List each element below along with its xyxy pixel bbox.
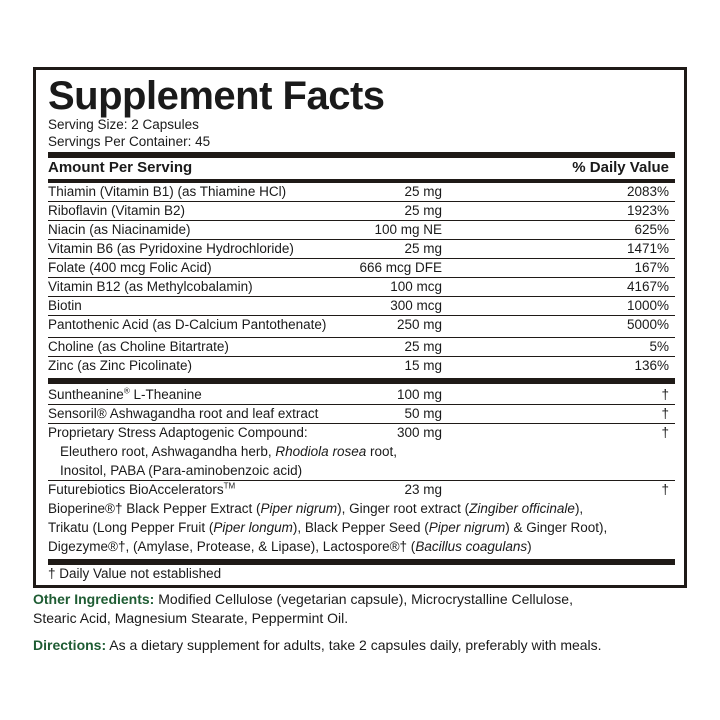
nutrient-dv: 4167% [626, 279, 669, 294]
nutrient-name: Pantothenic Acid (as D-Calcium Pantothen… [48, 317, 327, 332]
ingredient-dv: † [661, 406, 669, 421]
nutrient-dv: 625% [634, 222, 669, 237]
ingredient-amount: 100 mg [396, 387, 442, 402]
divider-medium [48, 179, 675, 183]
nutrient-name: Niacin (as Niacinamide) [48, 222, 191, 237]
nutrient-amount: 25 mg [404, 241, 442, 256]
nutrient-amount: 100 mg NE [374, 222, 442, 237]
footnote: † Daily Value not established [48, 566, 222, 581]
table-row: Suntheanine® L-Theanine 100 mg † [48, 386, 675, 405]
amount-header: Amount Per Serving [48, 159, 193, 176]
nutrient-amount: 300 mcg [390, 298, 442, 313]
ingredient-dv: † [661, 482, 669, 497]
nutrient-name: Vitamin B6 (as Pyridoxine Hydrochloride) [48, 241, 294, 256]
nutrient-amount: 666 mcg DFE [359, 260, 442, 275]
nutrient-name: Riboflavin (Vitamin B2) [48, 203, 186, 218]
ingredient-amount: 300 mg [396, 425, 442, 440]
ingredient-dv: † [661, 425, 669, 440]
ingredient-amount: 50 mg [404, 406, 442, 421]
ingredient-subline: Digezyme®†, (Amylase, Protease, & Lipase… [48, 539, 532, 554]
table-row: Choline (as Choline Bitartrate) 25 mg 5% [48, 338, 675, 357]
nutrient-dv: 2083% [626, 184, 669, 199]
nutrient-dv: 5000% [626, 317, 669, 332]
ingredient-dv: † [661, 387, 669, 402]
nutrient-name: Biotin [48, 298, 82, 313]
dv-header: % Daily Value [572, 159, 669, 176]
ingredient-amount: 23 mg [404, 482, 442, 497]
nutrient-name: Choline (as Choline Bitartrate) [48, 339, 229, 354]
nutrient-amount: 100 mcg [390, 279, 442, 294]
table-row: Riboflavin (Vitamin B2) 25 mg 1923% [48, 202, 675, 221]
nutrient-name: Thiamin (Vitamin B1) (as Thiamine HCl) [48, 184, 287, 199]
servings-per-container: Servings Per Container: 45 [48, 134, 211, 149]
nutrient-dv: 167% [634, 260, 669, 275]
table-row: Biotin 300 mcg 1000% [48, 297, 675, 316]
nutrient-dv: 5% [649, 339, 669, 354]
nutrient-amount: 25 mg [404, 203, 442, 218]
ingredient-subline: Bioperine®† Black Pepper Extract (Piper … [48, 501, 584, 516]
table-row: Vitamin B12 (as Methylcobalamin) 100 mcg 4… [48, 278, 675, 297]
ingredient-name: Proprietary Stress Adaptogenic Compound: [48, 425, 308, 440]
serving-size: Serving Size: 2 Capsules [48, 117, 199, 132]
other-ingredients: Other Ingredients: Modified Cellulose (v… [33, 591, 573, 626]
table-row: Pantothenic Acid (as D-Calcium Pantothen… [48, 316, 675, 338]
panel-title: Supplement Facts [48, 74, 385, 118]
nutrient-dv: 1471% [626, 241, 669, 256]
nutrient-amount: 25 mg [404, 184, 442, 199]
nutrient-amount: 25 mg [404, 339, 442, 354]
ingredient-subline: Eleuthero root, Ashwagandha herb, Rhodio… [60, 444, 397, 459]
nutrient-name: Vitamin B12 (as Methylcobalamin) [48, 279, 253, 294]
table-row: Sensoril® Ashwagandha root and leaf extr… [48, 405, 675, 424]
supplement-facts-panel: Supplement Facts Serving Size: 2 Capsule… [33, 67, 687, 588]
nutrient-dv: 136% [634, 358, 669, 373]
divider-thick [48, 378, 675, 384]
table-row: Folate (400 mcg Folic Acid) 666 mcg DFE 16… [48, 259, 675, 278]
nutrient-name: Zinc (as Zinc Picolinate) [48, 358, 193, 373]
ingredient-subline: Trikatu (Long Pepper Fruit (Piper longum… [48, 520, 608, 535]
divider-thick [48, 559, 675, 565]
ingredient-name: Futurebiotics BioAcceleratorsTM [48, 481, 236, 497]
table-row: Vitamin B6 (as Pyridoxine Hydrochloride)… [48, 240, 675, 259]
table-row: Niacin (as Niacinamide) 100 mg NE 625% [48, 221, 675, 240]
table-header: Amount Per Serving % Daily Value [48, 158, 675, 178]
nutrient-dv: 1000% [626, 298, 669, 313]
directions: Directions: As a dietary supplement for … [33, 637, 602, 653]
table-row: Zinc (as Zinc Picolinate) 15 mg 136% [48, 357, 675, 376]
nutrient-dv: 1923% [626, 203, 669, 218]
ingredient-name: Suntheanine® L-Theanine [48, 386, 202, 402]
table-row: Futurebiotics BioAcceleratorsTM 23 mg † B… [48, 481, 675, 557]
ingredient-name: Sensoril® Ashwagandha root and leaf extr… [48, 406, 319, 421]
table-row: Thiamin (Vitamin B1) (as Thiamine HCl) 25… [48, 183, 675, 202]
vitamin-rows: Thiamin (Vitamin B1) (as Thiamine HCl) 25… [48, 183, 675, 376]
table-row: Proprietary Stress Adaptogenic Compound:… [48, 424, 675, 481]
nutrient-amount: 15 mg [404, 358, 442, 373]
ingredient-subline: Inositol, PABA (Para-aminobenzoic acid) [60, 463, 303, 478]
nutrient-name: Folate (400 mcg Folic Acid) [48, 260, 212, 275]
nutrient-amount: 250 mg [396, 317, 442, 332]
divider-thick [48, 152, 675, 158]
